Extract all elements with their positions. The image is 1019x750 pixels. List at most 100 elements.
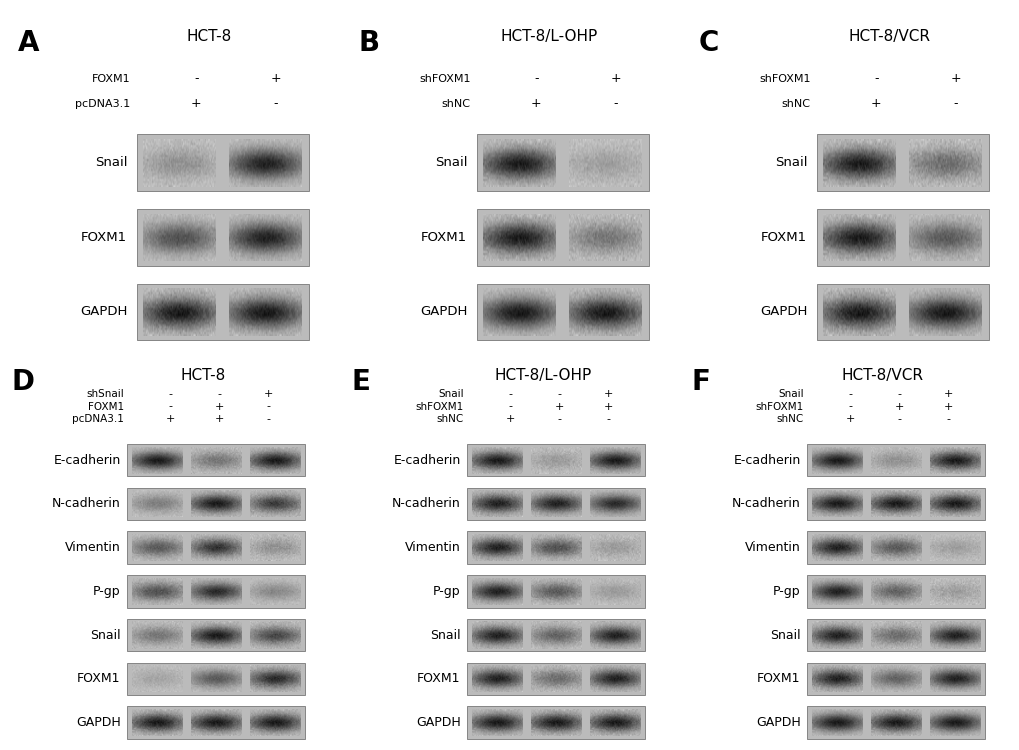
- Text: FOXM1: FOXM1: [421, 231, 467, 244]
- Text: shNC: shNC: [436, 414, 464, 424]
- Bar: [467, 444, 645, 476]
- Bar: [816, 134, 987, 191]
- Text: shNC: shNC: [775, 414, 803, 424]
- Text: GAPDH: GAPDH: [416, 716, 461, 729]
- Text: -: -: [847, 401, 851, 412]
- Text: Snail: Snail: [769, 628, 800, 641]
- Text: +: +: [609, 72, 621, 86]
- Bar: [127, 619, 305, 651]
- Text: -: -: [557, 389, 560, 399]
- Text: -: -: [897, 414, 901, 424]
- Text: shSnail: shSnail: [86, 389, 123, 399]
- Bar: [467, 706, 645, 739]
- Text: Snail: Snail: [429, 628, 461, 641]
- Text: Snail: Snail: [773, 156, 806, 170]
- Text: HCT-8: HCT-8: [180, 368, 225, 382]
- Text: GAPDH: GAPDH: [759, 305, 806, 319]
- Text: +: +: [894, 401, 903, 412]
- Text: N-cadherin: N-cadherin: [52, 497, 120, 511]
- Text: FOXM1: FOXM1: [760, 231, 806, 244]
- Text: -: -: [273, 98, 277, 110]
- Text: -: -: [557, 414, 560, 424]
- Text: E: E: [352, 368, 370, 395]
- Bar: [467, 662, 645, 695]
- Text: Snail: Snail: [90, 628, 120, 641]
- Bar: [127, 532, 305, 564]
- Text: shNC: shNC: [781, 99, 810, 109]
- Text: D: D: [11, 368, 35, 395]
- Text: -: -: [847, 389, 851, 399]
- Text: E-cadherin: E-cadherin: [53, 454, 120, 466]
- Text: E-cadherin: E-cadherin: [393, 454, 461, 466]
- Bar: [137, 209, 308, 266]
- Text: -: -: [507, 389, 512, 399]
- Text: +: +: [603, 389, 613, 399]
- Text: Snail: Snail: [438, 389, 464, 399]
- Text: shFOXM1: shFOXM1: [419, 74, 470, 84]
- Text: -: -: [534, 72, 538, 86]
- Text: +: +: [870, 98, 880, 110]
- Text: -: -: [168, 401, 172, 412]
- Bar: [816, 209, 987, 266]
- Text: Snail: Snail: [434, 156, 467, 170]
- Text: -: -: [507, 401, 512, 412]
- Text: +: +: [554, 401, 564, 412]
- Text: GAPDH: GAPDH: [420, 305, 467, 319]
- Text: HCT-8/L-OHP: HCT-8/L-OHP: [500, 28, 597, 44]
- Text: Snail: Snail: [777, 389, 803, 399]
- Text: +: +: [270, 72, 280, 86]
- Text: FOXM1: FOXM1: [81, 231, 127, 244]
- Text: HCT-8/VCR: HCT-8/VCR: [841, 368, 923, 382]
- Text: HCT-8/VCR: HCT-8/VCR: [848, 28, 929, 44]
- Text: +: +: [944, 401, 953, 412]
- Text: -: -: [606, 414, 610, 424]
- Bar: [467, 619, 645, 651]
- Bar: [477, 209, 648, 266]
- Text: C: C: [698, 28, 718, 57]
- Text: FOXM1: FOXM1: [417, 672, 461, 686]
- Text: Vimentin: Vimentin: [65, 541, 120, 554]
- Text: +: +: [950, 72, 960, 86]
- Text: -: -: [612, 98, 618, 110]
- Text: GAPDH: GAPDH: [75, 716, 120, 729]
- Text: FOXM1: FOXM1: [92, 74, 130, 84]
- Text: N-cadherin: N-cadherin: [731, 497, 800, 511]
- Text: pcDNA3.1: pcDNA3.1: [72, 414, 123, 424]
- Text: A: A: [18, 28, 40, 57]
- Text: -: -: [946, 414, 950, 424]
- Bar: [127, 488, 305, 520]
- Bar: [467, 532, 645, 564]
- Text: -: -: [873, 72, 877, 86]
- Bar: [127, 575, 305, 608]
- Text: N-cadherin: N-cadherin: [391, 497, 461, 511]
- Text: +: +: [264, 389, 273, 399]
- Text: +: +: [215, 414, 224, 424]
- Text: pcDNA3.1: pcDNA3.1: [75, 99, 130, 109]
- Text: B: B: [358, 28, 379, 57]
- Text: +: +: [531, 98, 541, 110]
- Text: -: -: [267, 401, 271, 412]
- Text: E-cadherin: E-cadherin: [733, 454, 800, 466]
- Text: +: +: [215, 401, 224, 412]
- Text: shFOXM1: shFOXM1: [755, 401, 803, 412]
- Bar: [467, 488, 645, 520]
- Bar: [806, 575, 984, 608]
- Text: -: -: [168, 389, 172, 399]
- Text: FOXM1: FOXM1: [756, 672, 800, 686]
- Bar: [477, 134, 648, 191]
- Text: GAPDH: GAPDH: [79, 305, 127, 319]
- Bar: [127, 706, 305, 739]
- Text: HCT-8: HCT-8: [186, 28, 232, 44]
- Text: -: -: [953, 98, 957, 110]
- Text: shFOXM1: shFOXM1: [415, 401, 464, 412]
- Bar: [467, 575, 645, 608]
- Bar: [806, 706, 984, 739]
- Text: +: +: [845, 414, 854, 424]
- Text: +: +: [165, 414, 174, 424]
- Text: -: -: [267, 414, 271, 424]
- Text: -: -: [194, 72, 199, 86]
- Text: P-gp: P-gp: [432, 585, 461, 598]
- Text: -: -: [897, 389, 901, 399]
- Text: +: +: [504, 414, 515, 424]
- Bar: [806, 488, 984, 520]
